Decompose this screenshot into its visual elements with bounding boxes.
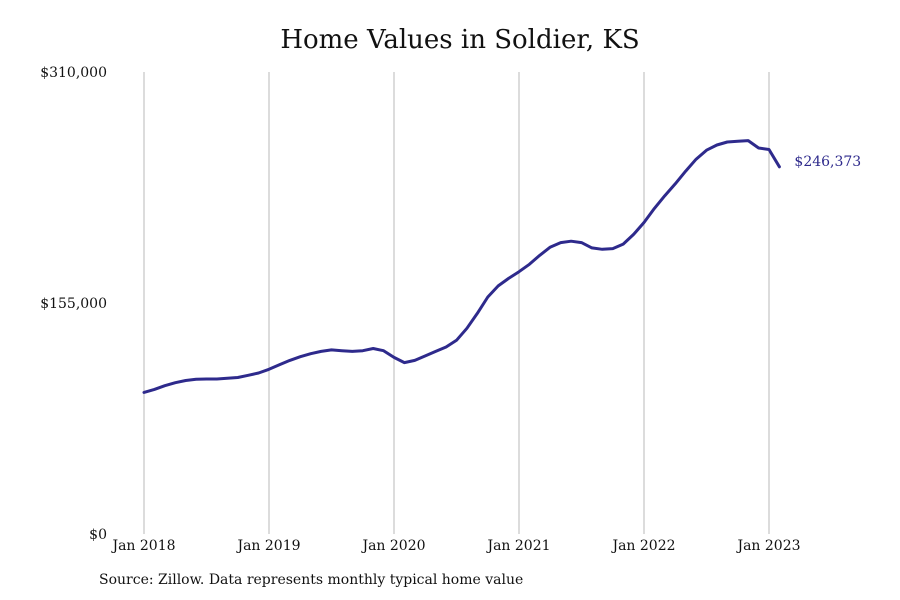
x-tick-label: Jan 2020 [360,538,425,554]
y-axis-tick-labels: $0 $155,000 $310,000 [40,65,107,543]
gridlines [143,72,770,534]
chart-title: Home Values in Soldier, KS [280,25,640,55]
end-value-label: $246,373 [794,154,861,170]
home-value-line [142,139,781,394]
y-tick-label: $155,000 [40,296,107,312]
x-tick-label: Jan 2018 [110,538,175,554]
series-layer [142,139,781,394]
x-tick-label: Jan 2023 [735,538,800,554]
source-note: Source: Zillow. Data represents monthly … [99,572,524,588]
x-tick-label: Jan 2021 [485,538,550,554]
y-tick-label: $310,000 [40,65,107,81]
x-tick-label: Jan 2019 [235,538,300,554]
x-tick-label: Jan 2022 [610,538,675,554]
y-tick-label: $0 [89,527,107,543]
x-axis-tick-labels: Jan 2018 Jan 2019 Jan 2020 Jan 2021 Jan 2022… [110,538,800,554]
